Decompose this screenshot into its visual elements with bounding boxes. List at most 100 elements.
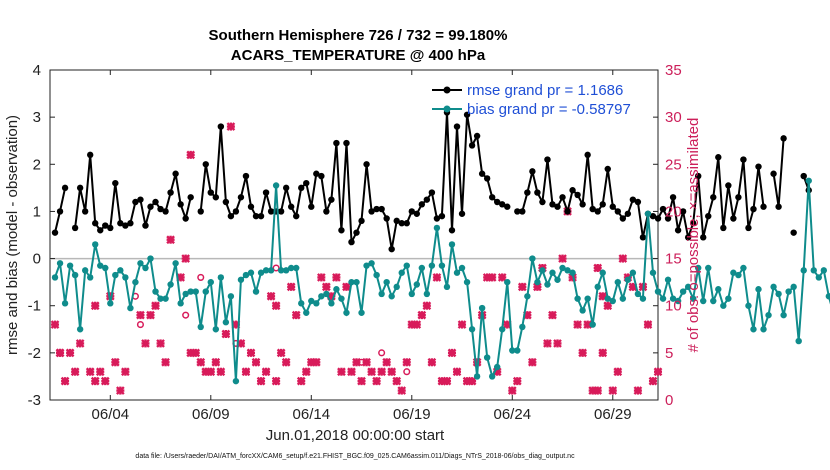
- obs-assimilated-marker: [452, 367, 462, 377]
- rmse-point: [684, 234, 692, 241]
- bias-point: [624, 276, 632, 283]
- obs-assimilated-marker: [512, 376, 522, 386]
- rmse-point: [514, 208, 521, 215]
- bias-point: [554, 276, 561, 283]
- bias-point: [564, 267, 571, 274]
- rmse-point: [388, 245, 395, 253]
- obs-assimilated-marker: [618, 254, 628, 263]
- rmse-point: [428, 189, 436, 196]
- rmse-point: [694, 172, 702, 180]
- bias-point: [318, 293, 325, 300]
- bias-point: [102, 264, 109, 272]
- bias-point: [137, 260, 144, 267]
- rmse-point: [207, 189, 214, 196]
- rmse-point: [624, 210, 632, 217]
- bias-point: [544, 281, 551, 288]
- rmse-point: [308, 203, 315, 210]
- bias-point: [760, 326, 767, 333]
- bias-point: [127, 304, 134, 312]
- bias-point: [323, 290, 330, 298]
- obs-assimilated-marker: [110, 357, 120, 367]
- rmse-point: [604, 165, 611, 173]
- bias-point: [509, 347, 516, 354]
- obs-assimilated-marker: [528, 357, 537, 367]
- bias-point: [549, 269, 556, 276]
- obs-assimilated-marker: [447, 348, 457, 358]
- bias-point: [790, 283, 797, 291]
- rmse-point: [383, 215, 390, 222]
- rmse-point: [247, 203, 255, 210]
- bias-point: [252, 288, 260, 295]
- rmse-point: [674, 227, 682, 234]
- rmse-point: [333, 139, 340, 147]
- rmse-point: [368, 208, 375, 215]
- rmse-point: [127, 220, 134, 227]
- bias-point: [483, 354, 491, 361]
- legend-bias-marker: [443, 105, 451, 113]
- rmse-point: [770, 170, 777, 177]
- rmse-point: [393, 217, 400, 225]
- rmse-point: [162, 208, 169, 215]
- bias-point: [730, 269, 737, 276]
- obs-assimilated-marker: [90, 376, 100, 386]
- obs-possible-marker: [136, 321, 144, 329]
- bias-point: [614, 278, 622, 286]
- bias-point: [599, 269, 606, 276]
- obs-assimilated-marker: [100, 376, 110, 386]
- rmse-point: [76, 184, 84, 192]
- obs-assimilated-marker: [593, 386, 603, 395]
- bias-point: [669, 295, 677, 302]
- bias-point: [639, 295, 647, 302]
- obs-possible-marker: [197, 273, 205, 281]
- obs-assimilated-marker: [226, 122, 236, 131]
- bias-point: [539, 267, 546, 274]
- bias-point: [453, 269, 461, 276]
- obs-assimilated-marker: [146, 310, 155, 320]
- bias-point: [61, 300, 69, 307]
- bias-point: [293, 264, 300, 272]
- obs-assimilated-marker: [553, 339, 562, 348]
- bias-point: [494, 363, 501, 371]
- bias-point: [428, 262, 436, 269]
- bias-point: [659, 295, 667, 302]
- rmse-point: [725, 182, 732, 189]
- rmse-point: [659, 205, 667, 213]
- bias-point: [529, 255, 536, 262]
- bias-point: [358, 309, 365, 316]
- bias-point: [584, 295, 591, 302]
- rmse-point: [318, 172, 325, 180]
- rmse-point: [654, 215, 662, 222]
- rmse-point: [529, 168, 536, 175]
- obs-assimilated-marker: [266, 291, 276, 301]
- rmse-point: [242, 172, 250, 180]
- rmse-point: [212, 194, 220, 201]
- rmse-point: [614, 208, 622, 215]
- rmse-point: [343, 139, 350, 147]
- obs-assimilated-marker: [432, 273, 442, 282]
- bias-point: [664, 276, 672, 283]
- bias-point: [589, 321, 596, 328]
- obs-assimilated-marker: [301, 367, 311, 377]
- y-tick-label: -3: [28, 392, 41, 409]
- y2-tick-label: 0: [665, 392, 673, 409]
- rmse-point: [56, 208, 64, 215]
- bias-point: [298, 300, 305, 307]
- bias-point: [56, 260, 64, 267]
- rmse-point: [92, 220, 99, 227]
- bias-point: [448, 241, 456, 248]
- bias-point: [679, 288, 687, 295]
- rmse-point: [534, 189, 541, 196]
- bias-point: [393, 283, 400, 291]
- y2-tick-label: 25: [665, 156, 682, 173]
- data-file-footer: data file: /Users/raeder/DAI/ATM_forcXX/…: [135, 453, 575, 460]
- bias-point: [242, 271, 250, 279]
- bias-point: [112, 271, 119, 279]
- rmse-point: [800, 172, 807, 180]
- obs-possible-marker: [378, 349, 386, 357]
- bias-point: [438, 262, 446, 269]
- rmse-point: [519, 208, 526, 215]
- y-axis-label: rmse and bias (model - observation): [4, 115, 21, 355]
- obs-assimilated-marker: [332, 273, 341, 282]
- obs-assimilated-marker: [548, 310, 557, 320]
